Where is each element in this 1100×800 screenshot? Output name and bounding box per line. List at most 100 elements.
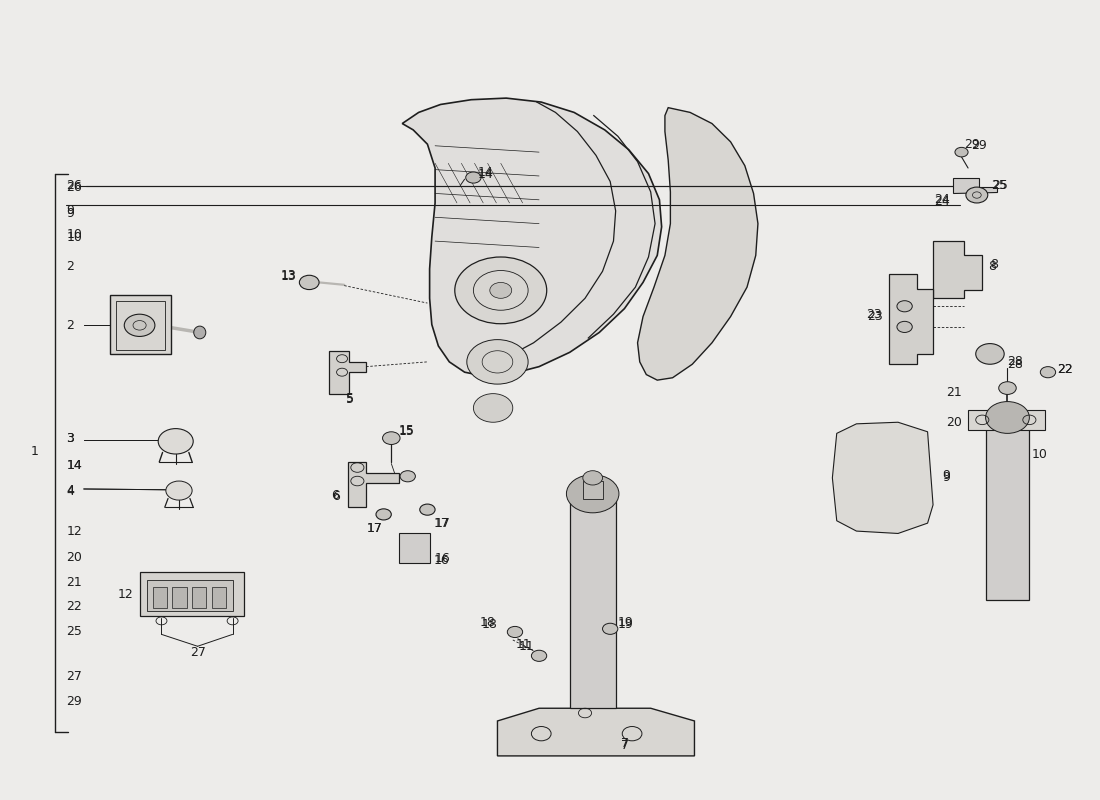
Text: 29: 29 <box>66 695 82 708</box>
Circle shape <box>383 432 400 445</box>
Circle shape <box>376 509 392 520</box>
Text: 4: 4 <box>66 485 74 498</box>
Text: 3: 3 <box>66 432 74 445</box>
Bar <box>110 295 172 354</box>
Circle shape <box>158 429 194 454</box>
Text: 16: 16 <box>436 552 451 566</box>
Text: 21: 21 <box>66 576 82 590</box>
Text: 10: 10 <box>66 230 82 244</box>
Circle shape <box>976 343 1004 364</box>
Circle shape <box>454 257 547 324</box>
Bar <box>570 495 616 708</box>
Text: 14: 14 <box>66 458 82 472</box>
Text: 8: 8 <box>990 258 998 271</box>
Bar <box>153 587 167 608</box>
Text: 29: 29 <box>964 138 979 150</box>
Polygon shape <box>933 241 982 298</box>
Ellipse shape <box>194 326 206 339</box>
Text: 13: 13 <box>280 269 296 282</box>
Bar <box>116 301 165 350</box>
Polygon shape <box>348 462 399 507</box>
Text: 6: 6 <box>332 490 340 503</box>
Text: 1: 1 <box>31 445 38 458</box>
Bar <box>173 587 187 608</box>
Bar <box>192 587 207 608</box>
Text: 20: 20 <box>946 416 961 429</box>
Circle shape <box>124 314 155 337</box>
Text: 11: 11 <box>519 640 535 653</box>
Text: 7: 7 <box>621 739 629 752</box>
Text: 28: 28 <box>1008 355 1023 368</box>
Text: 14: 14 <box>477 168 494 181</box>
Circle shape <box>566 474 619 513</box>
Text: 23: 23 <box>866 308 881 321</box>
Text: 7: 7 <box>621 738 629 750</box>
Text: 12: 12 <box>118 588 133 601</box>
Text: 22: 22 <box>1057 363 1072 376</box>
Text: 23: 23 <box>867 310 882 323</box>
Text: 9: 9 <box>66 207 74 220</box>
Text: 18: 18 <box>480 616 495 629</box>
Circle shape <box>420 504 436 515</box>
Text: 17: 17 <box>434 517 450 530</box>
Polygon shape <box>953 178 997 194</box>
Polygon shape <box>403 98 661 376</box>
Polygon shape <box>497 708 694 756</box>
Text: 17: 17 <box>367 522 383 535</box>
Text: 10: 10 <box>1032 447 1047 461</box>
Text: 27: 27 <box>66 670 82 683</box>
Bar <box>212 587 226 608</box>
Circle shape <box>473 394 513 422</box>
Text: 20: 20 <box>66 550 82 564</box>
Text: 25: 25 <box>991 179 1006 192</box>
Text: 6: 6 <box>331 489 339 502</box>
Polygon shape <box>638 108 758 380</box>
Text: 5: 5 <box>346 392 354 405</box>
Polygon shape <box>833 422 933 534</box>
Text: 24: 24 <box>934 195 949 208</box>
Text: 12: 12 <box>66 525 82 538</box>
Circle shape <box>166 481 192 500</box>
Circle shape <box>507 626 522 638</box>
Circle shape <box>466 340 528 384</box>
Text: 29: 29 <box>971 139 987 152</box>
Circle shape <box>400 470 416 482</box>
Text: 9: 9 <box>66 205 74 218</box>
Bar <box>140 572 243 616</box>
Text: 9: 9 <box>942 469 949 482</box>
Text: 15: 15 <box>399 424 415 437</box>
Polygon shape <box>968 410 1045 430</box>
Circle shape <box>986 402 1030 434</box>
Text: 27: 27 <box>189 646 206 659</box>
Circle shape <box>603 623 618 634</box>
Text: 25: 25 <box>66 626 82 638</box>
Circle shape <box>465 172 481 183</box>
Text: 11: 11 <box>516 638 531 651</box>
Text: 26: 26 <box>66 179 82 192</box>
Text: 15: 15 <box>399 426 415 438</box>
Bar <box>147 579 232 611</box>
Text: 24: 24 <box>934 194 949 206</box>
Text: 22: 22 <box>66 600 82 613</box>
Text: 10: 10 <box>66 228 82 242</box>
Circle shape <box>299 275 319 290</box>
Text: 25: 25 <box>992 179 1008 192</box>
Text: 14: 14 <box>477 166 494 179</box>
Circle shape <box>490 282 512 298</box>
Circle shape <box>966 187 988 203</box>
Polygon shape <box>399 534 430 563</box>
Polygon shape <box>329 350 366 394</box>
Circle shape <box>583 470 603 485</box>
Text: 4: 4 <box>66 484 74 497</box>
Text: 5: 5 <box>346 394 354 406</box>
Text: 13: 13 <box>280 270 296 282</box>
Text: 22: 22 <box>1057 363 1072 376</box>
Circle shape <box>896 301 912 312</box>
Text: 26: 26 <box>66 181 82 194</box>
Text: 8: 8 <box>988 260 996 273</box>
Text: 17: 17 <box>367 522 383 535</box>
Circle shape <box>896 322 912 333</box>
Bar <box>583 481 603 498</box>
Text: 14: 14 <box>66 458 82 472</box>
Circle shape <box>955 147 968 157</box>
